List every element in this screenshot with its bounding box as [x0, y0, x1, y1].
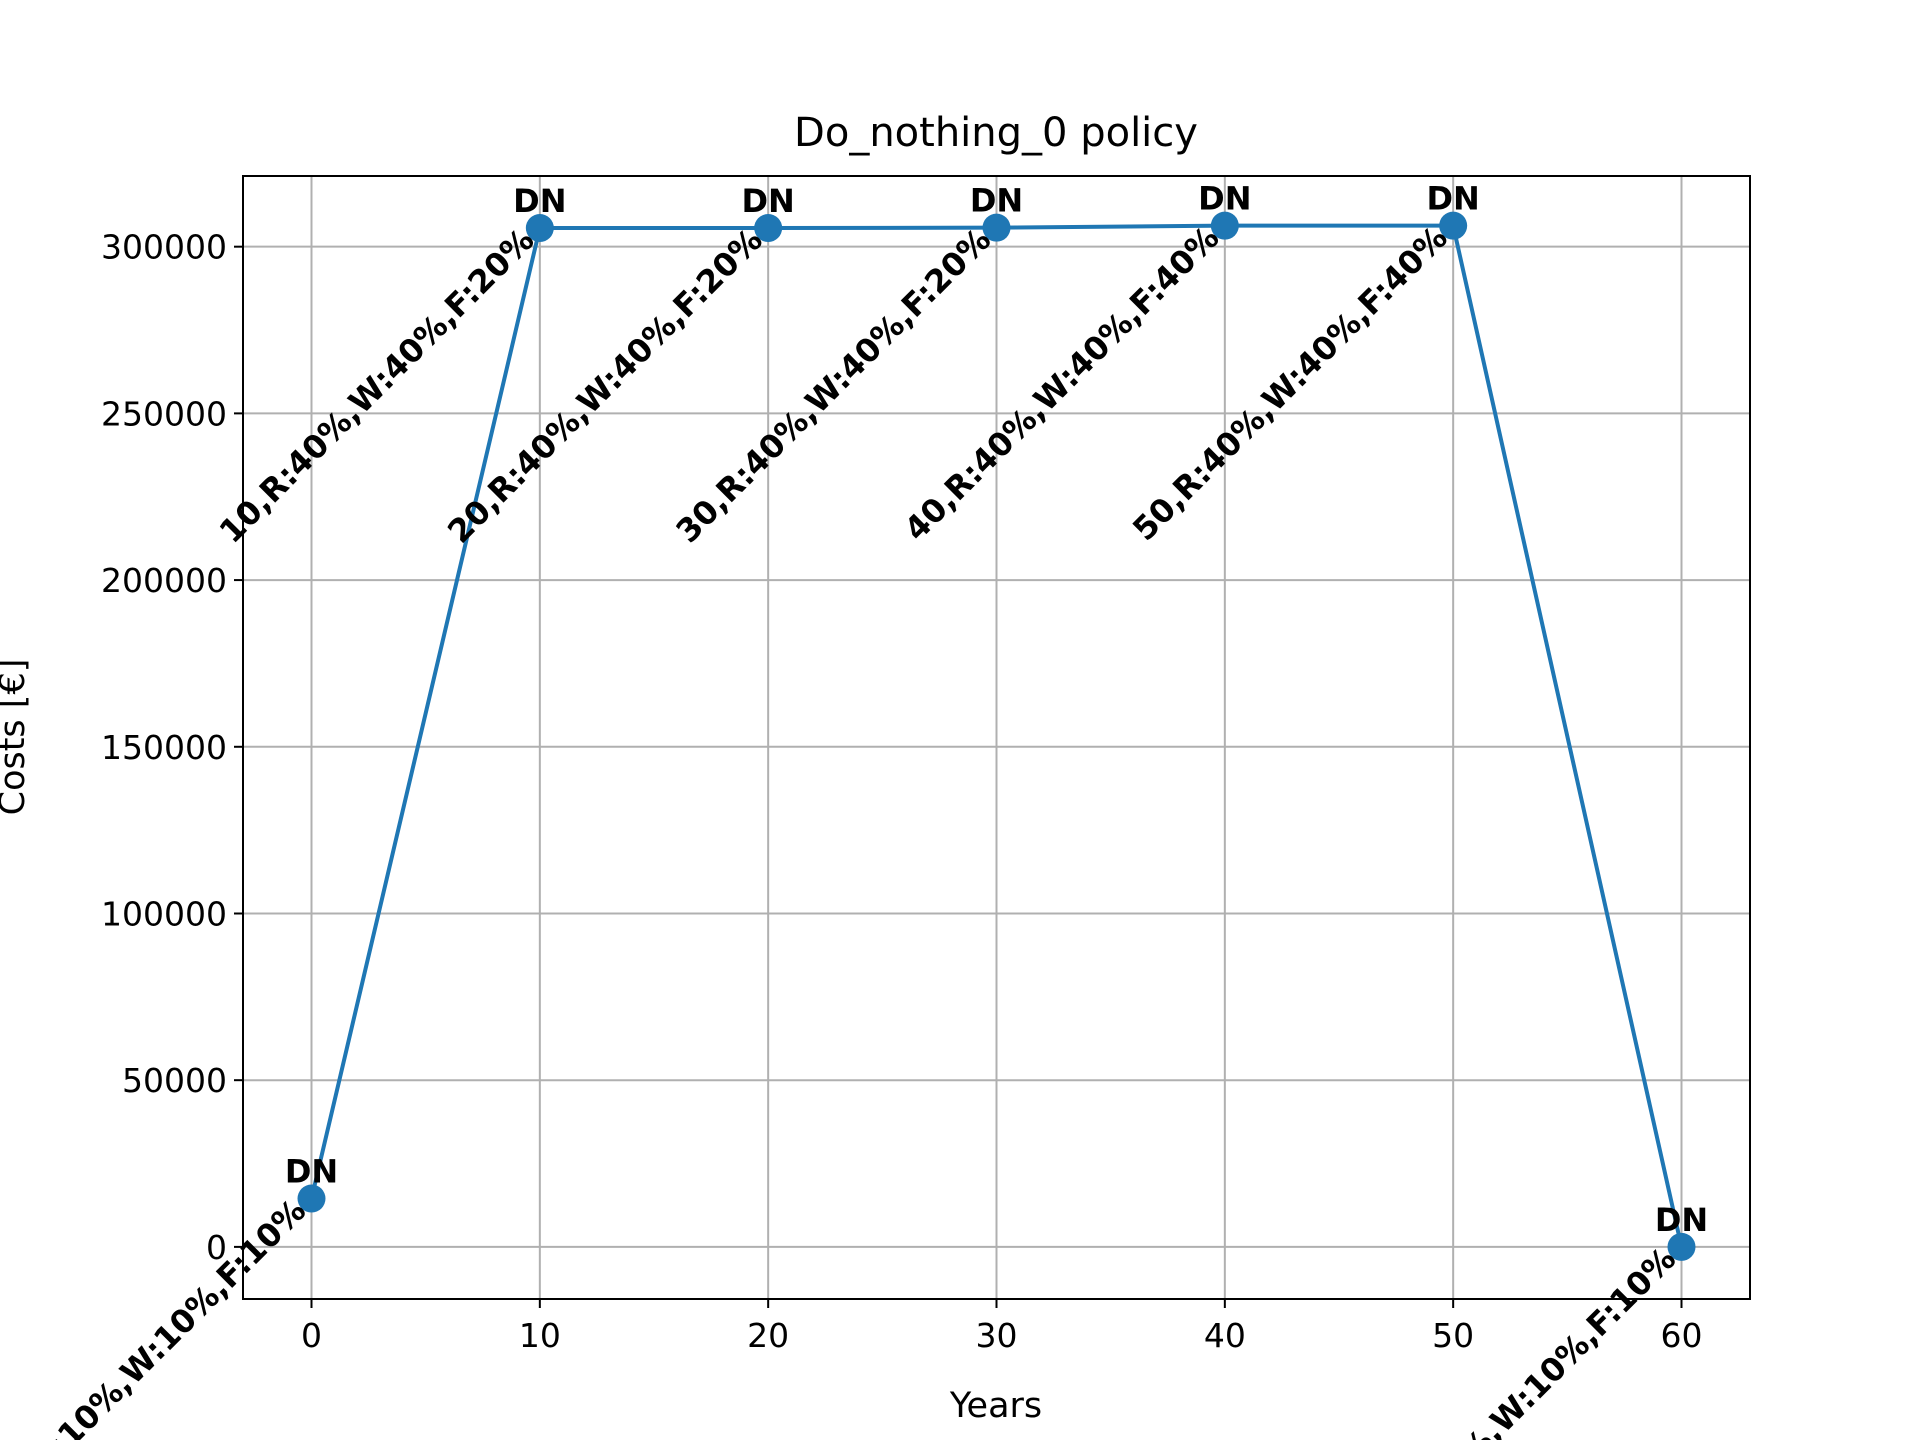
y-axis-label: Costs [€]	[0, 659, 33, 816]
x-tick-label: 40	[1204, 1316, 1246, 1355]
point-label: DN	[970, 182, 1023, 220]
y-tick-label: 150000	[101, 728, 227, 767]
y-tick-label: 100000	[101, 894, 227, 933]
data-point	[1210, 211, 1239, 240]
data-point	[754, 214, 783, 243]
data-point	[297, 1184, 326, 1213]
point-label: DN	[513, 182, 566, 220]
data-point	[982, 213, 1011, 242]
x-tick-label: 30	[976, 1316, 1018, 1355]
chart-title: Do_nothing_0 policy	[794, 110, 1198, 156]
y-tick-label: 200000	[101, 561, 227, 600]
data-point	[1439, 211, 1468, 240]
x-tick-label: 10	[519, 1316, 561, 1355]
data-point	[1667, 1232, 1696, 1261]
point-label: DN	[1426, 180, 1479, 218]
data-point	[525, 214, 554, 243]
point-label: DN	[741, 182, 794, 220]
x-tick-label: 60	[1661, 1316, 1703, 1355]
y-tick-label: 0	[206, 1228, 227, 1267]
point-label: DN	[1655, 1201, 1708, 1239]
point-label: DN	[1198, 180, 1251, 218]
x-axis-label: Years	[949, 1386, 1042, 1426]
x-tick-label: 0	[301, 1316, 322, 1355]
plot-frame	[242, 175, 1751, 1300]
y-tick-label: 50000	[122, 1061, 227, 1100]
x-tick-label: 20	[747, 1316, 789, 1355]
x-tick-label: 50	[1432, 1316, 1474, 1355]
y-tick-label: 250000	[101, 394, 227, 433]
y-tick-label: 300000	[101, 228, 227, 267]
point-label: DN	[285, 1153, 338, 1191]
